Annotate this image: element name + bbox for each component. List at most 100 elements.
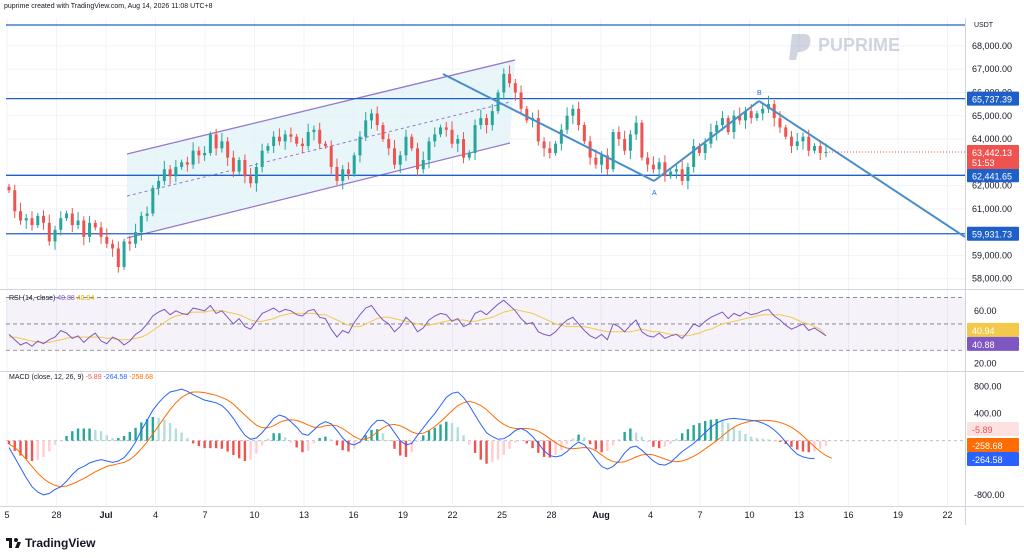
candle-body xyxy=(554,143,558,153)
macd-histogram-bar xyxy=(807,440,810,453)
macd-histogram-bar xyxy=(30,440,34,461)
candle xyxy=(82,216,86,246)
macd-histogram-bar xyxy=(583,437,586,441)
macd-histogram-bar xyxy=(531,440,534,449)
macd-histogram-bar xyxy=(145,419,149,441)
macd-histogram-bar xyxy=(209,440,212,449)
macd-histogram-bar xyxy=(329,439,333,441)
candle xyxy=(329,140,333,174)
candle-body xyxy=(203,153,207,156)
candle-body xyxy=(525,108,529,121)
candle xyxy=(53,225,57,250)
candle-body xyxy=(30,218,34,226)
candle xyxy=(111,239,115,257)
macd-histogram-bar xyxy=(508,440,511,449)
date-tick-label: 10 xyxy=(249,510,259,520)
candle xyxy=(605,148,609,175)
candle xyxy=(7,183,11,194)
candle-body xyxy=(283,134,287,142)
macd-histogram-bar xyxy=(278,433,281,441)
date-tick-label: 22 xyxy=(447,510,457,520)
candle-body xyxy=(105,236,109,244)
date-tick-label: 13 xyxy=(794,510,804,520)
macd-histogram-bar xyxy=(36,440,39,460)
puprime-logo-icon xyxy=(789,34,811,60)
candle xyxy=(439,124,443,138)
macd-histogram-bar xyxy=(157,417,160,441)
candle-body xyxy=(485,118,489,126)
candle xyxy=(554,140,558,156)
candle xyxy=(168,165,172,185)
macd-histogram-bar xyxy=(519,440,523,442)
candle-body xyxy=(674,169,678,172)
macd-histogram-bar xyxy=(249,440,252,460)
pattern-label-b: B xyxy=(757,90,762,97)
level-badge-1-bg xyxy=(967,91,1019,106)
macd-histogram-bar xyxy=(266,438,270,441)
candle xyxy=(548,141,552,159)
candle-body xyxy=(329,146,333,167)
candle xyxy=(231,150,235,178)
candle-body xyxy=(743,111,747,121)
candle xyxy=(318,122,322,150)
macd-histogram-bar xyxy=(243,440,247,461)
candle-body xyxy=(191,150,195,165)
candle-body xyxy=(82,220,86,237)
candle-body xyxy=(220,141,224,149)
candle-body xyxy=(93,222,97,228)
macd-histogram-bar xyxy=(422,435,425,441)
candle xyxy=(617,126,621,147)
candle xyxy=(795,132,799,151)
candle-body xyxy=(605,155,609,170)
candle xyxy=(519,85,523,115)
candle-body xyxy=(720,118,724,126)
date-tick-label: 16 xyxy=(348,510,358,520)
macd-histogram-bar xyxy=(99,431,103,441)
candle-body xyxy=(444,127,448,130)
macd-histogram-bar xyxy=(105,435,109,441)
macd-histogram-bar xyxy=(542,440,546,457)
candle xyxy=(761,103,765,121)
tradingview-logo[interactable]: TradingView xyxy=(6,536,95,550)
macd-histogram xyxy=(7,417,833,464)
candle-body xyxy=(197,150,201,156)
candle xyxy=(410,133,414,152)
macd-histogram-bar xyxy=(65,435,68,441)
macd-histogram-bar xyxy=(606,440,609,451)
date-tick-label: 28 xyxy=(51,510,61,520)
macd-histogram-bar xyxy=(94,429,97,441)
candle-body xyxy=(398,155,402,165)
candle-body xyxy=(732,115,736,133)
candle-body xyxy=(680,169,684,181)
candle-body xyxy=(738,115,742,121)
candle-body xyxy=(416,148,419,170)
candle xyxy=(623,130,627,155)
macd-histogram-bar xyxy=(232,440,235,455)
candle xyxy=(646,152,650,172)
macd-histogram-bar xyxy=(163,419,166,441)
macd-histogram-bar xyxy=(82,428,85,441)
date-tick-label: 13 xyxy=(299,510,309,520)
candle-body xyxy=(168,169,172,177)
candle xyxy=(473,119,477,160)
macd-histogram-bar xyxy=(301,440,304,453)
candle-body xyxy=(715,125,719,133)
candle-body xyxy=(490,111,494,126)
candle-body xyxy=(519,92,523,109)
date-tick-label: 7 xyxy=(202,510,207,520)
macd-histogram-bar xyxy=(191,440,195,444)
candle xyxy=(24,213,28,229)
candle xyxy=(295,133,299,147)
candle-body xyxy=(13,190,17,212)
candle-body xyxy=(53,229,57,242)
candle xyxy=(462,132,466,164)
chart-credit: puprime created with TradingView.com, Au… xyxy=(4,3,213,10)
macd-histogram-bar xyxy=(588,440,592,445)
macd-histogram-bar xyxy=(335,440,339,446)
candle xyxy=(657,158,661,178)
macd-histogram-bar xyxy=(433,427,436,441)
macd-histogram-bar xyxy=(168,423,172,441)
candle-body xyxy=(266,146,270,151)
candle-body xyxy=(19,211,23,221)
